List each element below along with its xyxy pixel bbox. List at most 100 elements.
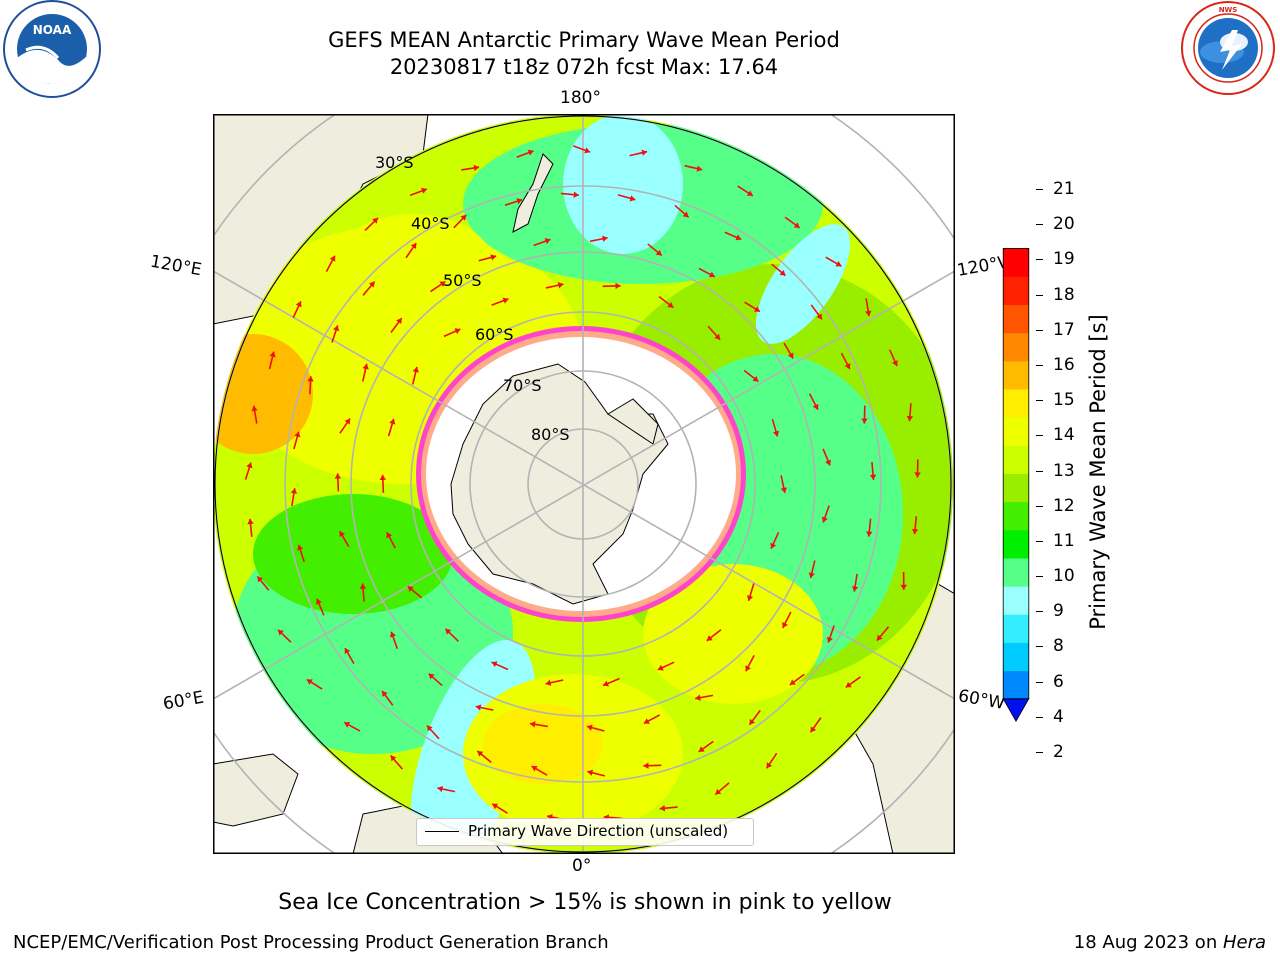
wave-arrow-head: [382, 690, 388, 697]
colorbar-tick-mark: [1036, 435, 1043, 437]
colorbar-segment: [1003, 389, 1029, 418]
wave-arrow-head: [782, 622, 788, 628]
colorbar-tick-mark: [1036, 294, 1043, 296]
wave-arrow-head: [362, 363, 369, 370]
wave-arrow-head: [246, 462, 253, 469]
wave-arrow-head: [876, 634, 883, 641]
lat-label-40s: 40°S: [411, 214, 450, 233]
wave-arrow-head: [359, 583, 367, 589]
wave-arrow-head: [780, 487, 787, 493]
wave-arrow-head: [657, 664, 664, 671]
colorbar-tick-label: 21: [1053, 179, 1075, 199]
wave-arrow-head: [643, 718, 650, 724]
wave-arrow-head: [294, 431, 301, 438]
wave-arrow-head: [277, 629, 284, 636]
colorbar-segment: [1003, 304, 1029, 334]
wave-arrow-head: [869, 474, 877, 480]
wave-arrow-head: [410, 243, 417, 250]
wave-arrow-head: [643, 762, 649, 769]
wave-arrow-head: [745, 665, 751, 672]
colorbar-tick-mark: [1036, 259, 1043, 261]
wave-arrow-head: [835, 260, 842, 267]
wave-arrow-head: [557, 282, 564, 289]
wave-direction-arrows: [244, 145, 921, 821]
wave-arrow-head: [655, 249, 662, 256]
wave-arrow-head: [752, 375, 759, 382]
wave-arrow-head: [368, 281, 375, 288]
colorbar-tick-label: 17: [1053, 319, 1075, 340]
colorbar-tick-mark: [1036, 540, 1043, 542]
colorbar-tick-mark: [1036, 681, 1043, 683]
lat-label-50s: 50°S: [443, 271, 482, 290]
wave-arrow-head: [659, 805, 666, 812]
lon-label-60w: 60°W: [956, 686, 1007, 714]
wave-arrow-head: [715, 788, 722, 795]
wave-arrow-head: [766, 762, 773, 769]
wave-arrow-head: [682, 211, 689, 218]
wave-arrow-head: [492, 803, 499, 810]
colorbar-tick-label: 16: [1053, 354, 1075, 375]
wave-arrow-head: [428, 673, 435, 680]
svg-text:NWS: NWS: [1219, 6, 1238, 14]
colorbar-tick-label: 11: [1053, 530, 1075, 551]
colorbar-tick-mark: [1036, 189, 1043, 190]
lat-label-80s: 80°S: [531, 425, 570, 444]
wave-arrow-head: [295, 301, 302, 308]
colorbar-tick-mark: [1036, 576, 1043, 578]
wave-arrow-head: [821, 516, 828, 523]
wave-arrow-head: [779, 269, 786, 276]
colorbar-tick-label: 14: [1053, 425, 1075, 446]
wave-arrow-head: [789, 679, 796, 685]
wave-arrow-head: [641, 149, 648, 156]
wave-arrow-head: [812, 403, 819, 410]
wave-arrow-head: [297, 544, 304, 551]
legend-line-sample: [425, 831, 459, 832]
map-legend: Primary Wave Direction (unscaled): [416, 818, 754, 846]
wave-arrow-head: [825, 459, 831, 466]
wave-arrow-head: [426, 725, 433, 732]
wave-arrow-head: [516, 198, 523, 205]
wave-arrow-head: [477, 750, 484, 757]
chart-title: GEFS MEAN Antarctic Primary Wave Mean Pe…: [328, 28, 840, 52]
wave-arrow-head: [269, 351, 276, 358]
wave-arrow-head: [793, 222, 800, 228]
wave-arrow-head: [770, 542, 777, 549]
wave-arrow-head: [386, 532, 393, 539]
wave-arrow-head: [460, 214, 467, 221]
wave-arrow-head: [475, 704, 482, 711]
colorbar-segment: [1003, 417, 1029, 446]
wave-arrow-head: [390, 755, 397, 762]
wave-arrow-head: [333, 325, 340, 332]
lon-label-120e: 120°E: [148, 251, 204, 281]
colorbar-tick-label: 18: [1053, 284, 1075, 305]
wave-arrow-head: [615, 282, 621, 290]
lon-label-0: 0°: [572, 856, 592, 876]
colorbar-tick-mark: [1036, 646, 1043, 648]
wave-arrow-head: [315, 598, 322, 605]
wave-arrow-head: [906, 415, 914, 422]
wave-arrow-head: [587, 769, 594, 776]
wave-arrow-head: [454, 328, 461, 335]
wave-arrow-head: [545, 679, 552, 686]
date-stamp: 18 Aug 2023 on Hera: [1074, 932, 1266, 953]
colorbar-segment: [1003, 248, 1029, 277]
wave-arrow-head: [629, 195, 636, 202]
wave-arrow-head: [544, 238, 551, 245]
wave-arrow-head: [865, 310, 872, 317]
wave-arrow-head: [746, 190, 753, 196]
sea-ice-note-text: Sea Ice Concentration > 15% is shown in …: [278, 890, 892, 915]
chart-subtitle: 20230817 t18z 072h fcst Max: 17.64: [389, 55, 779, 79]
colorbar-segment: [1003, 586, 1029, 615]
colorbar-segments: [1003, 248, 1029, 700]
wave-arrow-head: [706, 635, 713, 641]
wave-arrow-head: [290, 488, 298, 494]
wave-arrow-head: [372, 217, 379, 224]
wave-arrow-head: [389, 418, 396, 425]
colorbar-tick-label: 8: [1053, 636, 1064, 657]
wave-arrow-head: [396, 318, 402, 325]
colorbar-segment: [1003, 361, 1029, 390]
wave-arrow-head: [473, 164, 480, 172]
colorbar-tick-label: 2: [1053, 742, 1064, 762]
wave-arrow-head: [603, 680, 609, 687]
colorbar-label: Primary Wave Mean Period [s]: [1086, 314, 1110, 630]
